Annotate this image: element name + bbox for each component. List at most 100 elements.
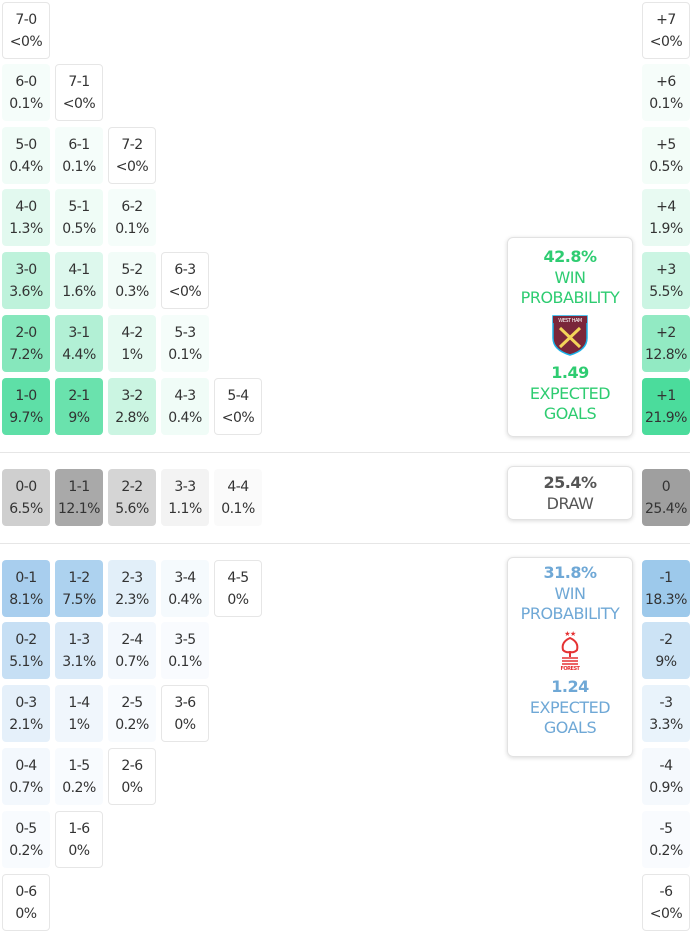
scoreline-cell: 0-3 2.1% [2,685,50,742]
score-label: -1 [659,569,673,586]
score-label: -2 [659,631,673,648]
probability-label: 8.1% [9,591,43,608]
probability-label: 1% [121,346,143,363]
score-label: 1-0 [15,387,37,404]
score-label: 2-6 [121,757,143,774]
scoreline-cell: 2-3 2.3% [108,560,156,617]
score-label: 1-4 [68,694,90,711]
probability-label: 9.7% [9,409,43,426]
probability-label: 5.5% [649,283,683,300]
scoreline-cell: 5-2 0.3% [108,252,156,309]
score-label: 4-3 [174,387,196,404]
score-label: 2-5 [121,694,143,711]
probability-label: 0.4% [9,158,43,175]
margin-cell: -5 0.2% [642,811,690,868]
probability-label: 9% [655,653,677,670]
probability-label: <0% [649,905,683,922]
probability-label: 0% [121,779,143,796]
score-label: 0-3 [15,694,37,711]
margin-cell: -6 <0% [642,874,690,931]
svg-text:★★: ★★ [564,630,576,638]
score-label: 2-4 [121,631,143,648]
score-label: 2-2 [121,478,143,495]
scoreline-cell: 4-1 1.6% [55,252,103,309]
home-win-pct: 42.8% [543,247,597,266]
margin-cell: -3 3.3% [642,685,690,742]
score-label: 5-1 [68,198,90,215]
score-label: 3-3 [174,478,196,495]
probability-label: 12.1% [58,500,100,517]
scoreline-cell: 4-4 0.1% [214,469,262,526]
score-label: 3-6 [174,694,196,711]
probability-label: 25.4% [645,500,687,517]
home-win-card: 42.8% WIN PROBABILITY WEST HAM 1.49 EXPE… [507,237,633,437]
scoreline-cell: 6-3 <0% [161,252,209,309]
score-label: +7 [656,11,676,28]
score-label: 7-2 [121,136,143,153]
score-label: 3-2 [121,387,143,404]
probability-label: 0.5% [62,220,96,237]
margin-cell: +1 21.9% [642,378,690,435]
score-label: +4 [656,198,676,215]
scoreline-cell: 2-6 0% [108,748,156,805]
score-label: 0-5 [15,820,37,837]
score-label: 4-1 [68,261,90,278]
scoreline-cell: 7-2 <0% [108,127,156,184]
margin-cell: +5 0.5% [642,127,690,184]
score-label: +5 [656,136,676,153]
scoreline-cell: 6-2 0.1% [108,189,156,246]
score-label: 3-4 [174,569,196,586]
score-label: -3 [659,694,673,711]
score-label: 7-1 [68,73,90,90]
probability-label: 5.6% [115,500,149,517]
probability-label: 0% [15,905,37,922]
probability-label: 0.1% [649,95,683,112]
scoreline-cell: 2-5 0.2% [108,685,156,742]
probability-label: 0.1% [168,346,202,363]
margin-cell: 0 25.4% [642,469,690,526]
probability-label: 1.6% [62,283,96,300]
score-label: +1 [656,387,676,404]
probability-label: 3.6% [9,283,43,300]
win-label: WIN [554,268,586,287]
probability-label: 0.5% [649,158,683,175]
away-win-pct: 31.8% [543,563,597,582]
score-label: 6-2 [121,198,143,215]
score-label: 1-6 [68,820,90,837]
scoreline-cell: 3-5 0.1% [161,622,209,679]
draw-pct: 25.4% [543,473,597,492]
scoreline-cell: 4-3 0.4% [161,378,209,435]
score-label: 2-1 [68,387,90,404]
margin-cell: +7 <0% [642,2,690,59]
scoreline-cell: 4-0 1.3% [2,189,50,246]
score-label: 5-3 [174,324,196,341]
probability-label: 3.1% [62,653,96,670]
probability-label: 18.3% [645,591,687,608]
score-label: 0-6 [15,883,37,900]
probability-label: 0.7% [9,779,43,796]
scoreline-cell: 3-1 4.4% [55,315,103,372]
score-label: 5-0 [15,136,37,153]
score-label: 2-3 [121,569,143,586]
scoreline-cell: 4-5 0% [214,560,262,617]
probability-label: 1% [68,716,90,733]
score-label: 0 [661,478,671,495]
score-label: +6 [656,73,676,90]
probability-label: 0.1% [115,220,149,237]
probability-label: 0.2% [115,716,149,733]
scoreline-cell: 3-2 2.8% [108,378,156,435]
margin-cell: +2 12.8% [642,315,690,372]
score-label: 5-2 [121,261,143,278]
score-label: -4 [659,757,673,774]
probability-label: 0.9% [649,779,683,796]
xg-label: EXPECTED [529,698,611,717]
probability-label: <0% [221,409,255,426]
probability-label: 0.2% [649,842,683,859]
win-label: PROBABILITY [520,288,620,307]
score-label: 1-1 [68,478,90,495]
score-label: 6-0 [15,73,37,90]
probability-label: <0% [9,33,43,50]
probability-label: 0.1% [9,95,43,112]
scoreline-cell: 4-2 1% [108,315,156,372]
probability-label: 3.3% [649,716,683,733]
